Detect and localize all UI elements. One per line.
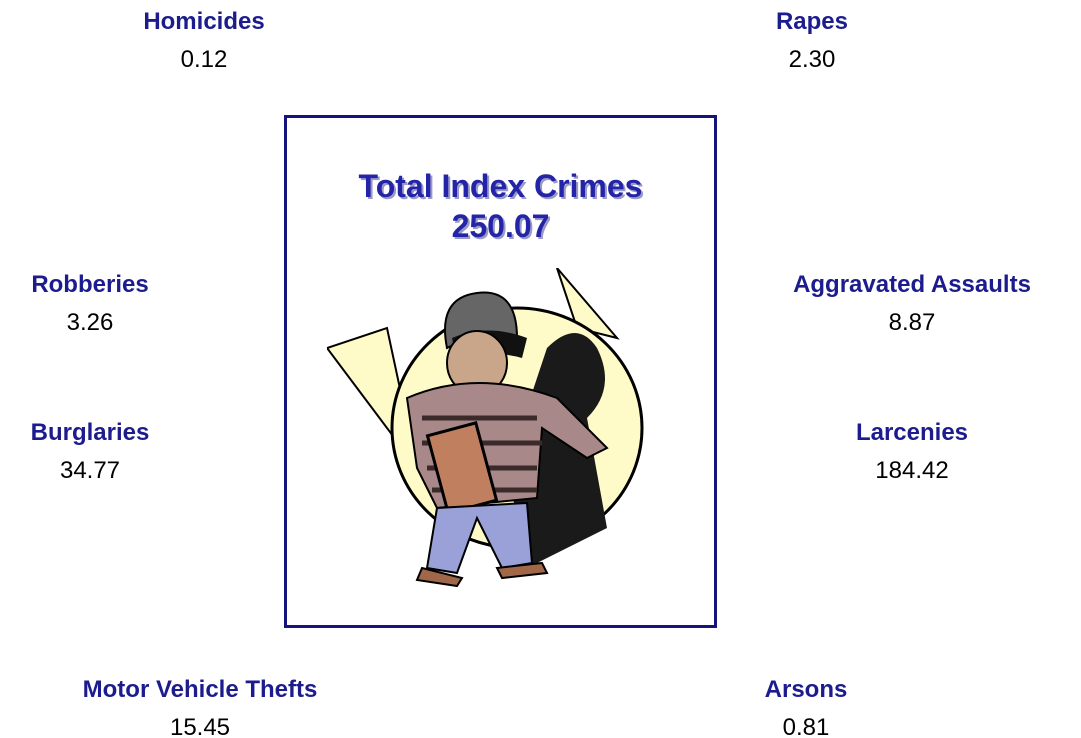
stat-value: 0.81 xyxy=(626,709,986,738)
burglar-clipart xyxy=(327,268,667,588)
stat-label: Arsons xyxy=(626,671,986,709)
center-value: 250.07 xyxy=(287,208,714,245)
stat-value: 8.87 xyxy=(732,304,1081,342)
stat-value: 3.26 xyxy=(0,304,270,342)
center-title: Total Index Crimes xyxy=(287,168,714,205)
stat-label: Larcenies xyxy=(732,414,1081,452)
stat-value: 15.45 xyxy=(20,709,380,738)
stat-value: 184.42 xyxy=(732,452,1081,490)
stat-label: Rapes xyxy=(632,3,992,41)
stat-label: Robberies xyxy=(0,266,270,304)
stat-value: 0.12 xyxy=(24,41,384,79)
stat-label: Homicides xyxy=(24,3,384,41)
stat-value: 34.77 xyxy=(0,452,270,490)
stat-label: Aggravated Assaults xyxy=(732,266,1081,304)
center-box: Total Index Crimes 250.07 xyxy=(284,115,717,628)
page: Homicides0.12 Rapes2.30 Robberies3.26 Ag… xyxy=(0,0,1081,738)
stat-label: Motor Vehicle Thefts xyxy=(20,671,380,709)
stat-value: 2.30 xyxy=(632,41,992,79)
stat-label: Burglaries xyxy=(0,414,270,452)
